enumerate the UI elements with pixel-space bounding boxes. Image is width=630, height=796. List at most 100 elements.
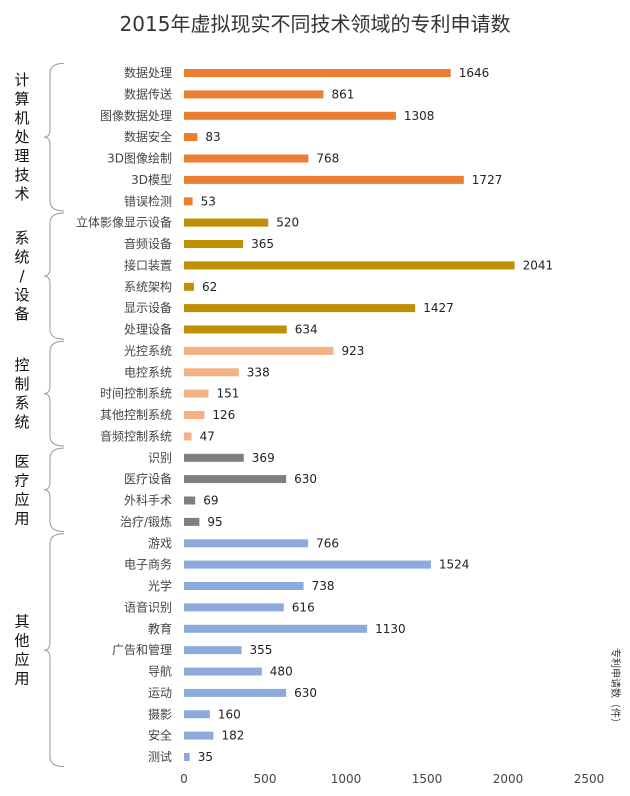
data-label: 630 (294, 472, 317, 486)
data-label: 861 (332, 87, 355, 101)
data-label: 2041 (523, 258, 554, 272)
bar (184, 154, 309, 163)
category-label: 广告和管理 (112, 642, 172, 657)
group-brackets (43, 62, 65, 768)
bar (184, 731, 214, 740)
bar (184, 560, 431, 569)
category-label: 数据处理 (124, 65, 172, 80)
category-label: 系统架构 (124, 279, 172, 294)
category-label: 3D模型 (131, 173, 172, 187)
data-label: 126 (212, 408, 235, 422)
data-label: 369 (252, 451, 275, 465)
category-label: 治疗/锻炼 (120, 514, 172, 529)
category-label: 时间控制系统 (100, 387, 172, 401)
data-label: 151 (217, 387, 240, 401)
bar (184, 432, 192, 441)
data-label: 47 (200, 429, 215, 443)
x-axis-ticks: 0 500 1000 1500 2000 2500 (180, 772, 604, 786)
group-bracket (43, 447, 65, 532)
category-label: 摄影 (148, 706, 172, 721)
category-label: 光控系统 (124, 344, 172, 358)
category-label: 音频控制系统 (100, 428, 172, 443)
data-label: 630 (294, 686, 317, 700)
bar (184, 667, 262, 676)
category-label: 显示设备 (124, 301, 172, 315)
category-label: 其他控制系统 (100, 408, 172, 422)
bars (184, 69, 515, 761)
bar (184, 133, 198, 142)
group-label: 医疗应用 (14, 452, 29, 527)
bar (184, 539, 309, 548)
data-label: 1646 (459, 66, 490, 80)
data-label: 1130 (375, 622, 406, 636)
group-label: 计算机处理技术 (14, 71, 29, 203)
category-label: 游戏 (148, 536, 172, 550)
data-label: 1427 (423, 301, 454, 315)
data-label: 35 (198, 750, 213, 764)
data-label: 62 (202, 280, 217, 294)
category-label: 识别 (148, 451, 172, 465)
bar (184, 646, 242, 655)
data-label: 182 (222, 729, 245, 743)
category-label: 处理设备 (124, 323, 172, 337)
data-label: 160 (218, 707, 241, 721)
bar (184, 111, 396, 120)
bar (184, 753, 190, 761)
data-label: 1308 (404, 109, 435, 123)
data-label: 338 (247, 365, 270, 379)
x-tick-label: 1500 (412, 772, 443, 786)
category-label: 数据传送 (124, 86, 172, 101)
bar (184, 411, 205, 419)
bar (184, 69, 451, 77)
category-label: 安全 (148, 728, 172, 743)
data-label: 365 (251, 237, 274, 251)
data-label: 766 (316, 536, 339, 550)
data-label: 83 (205, 130, 220, 144)
x-tick-label: 0 (180, 772, 188, 786)
x-axis-label: 专利申请数（件） (609, 648, 622, 728)
category-label: 数据安全 (124, 129, 172, 144)
data-label: 1524 (439, 558, 470, 572)
category-label: 音频设备 (124, 236, 172, 251)
category-label: 电控系统 (124, 365, 172, 379)
category-label: 错误检测 (124, 193, 172, 208)
data-label: 923 (342, 344, 365, 358)
data-label: 355 (250, 643, 273, 657)
x-tick-label: 2000 (493, 772, 524, 786)
data-label: 480 (270, 665, 293, 679)
category-label: 运动 (148, 686, 172, 700)
bar (184, 517, 200, 526)
bar (184, 325, 287, 334)
bar (184, 475, 287, 484)
data-label: 768 (316, 152, 339, 166)
category-label: 测试 (148, 749, 172, 764)
data-label: 1727 (472, 173, 503, 187)
bar (184, 282, 194, 291)
category-label: 光学 (148, 578, 172, 593)
group-bracket (43, 62, 65, 212)
group-bracket (43, 212, 65, 340)
bar (184, 368, 239, 377)
group-bracket (43, 340, 65, 447)
data-label: 95 (207, 515, 222, 529)
x-tick-label: 1000 (331, 772, 362, 786)
bar (184, 90, 324, 99)
bar (184, 496, 196, 505)
group-bracket (43, 533, 65, 768)
bar (184, 624, 368, 633)
bar (184, 261, 515, 270)
category-label: 语音识别 (124, 599, 172, 614)
data-label: 616 (292, 600, 315, 614)
bar (184, 688, 287, 697)
data-label: 634 (295, 323, 318, 337)
group-label: 其他应用 (14, 613, 29, 688)
category-label: 图像数据处理 (100, 108, 172, 123)
category-label: 接口装置 (124, 257, 172, 272)
bar (184, 240, 244, 248)
bar (184, 582, 304, 590)
category-label: 立体影像显示设备 (76, 215, 172, 230)
bar (184, 175, 464, 184)
